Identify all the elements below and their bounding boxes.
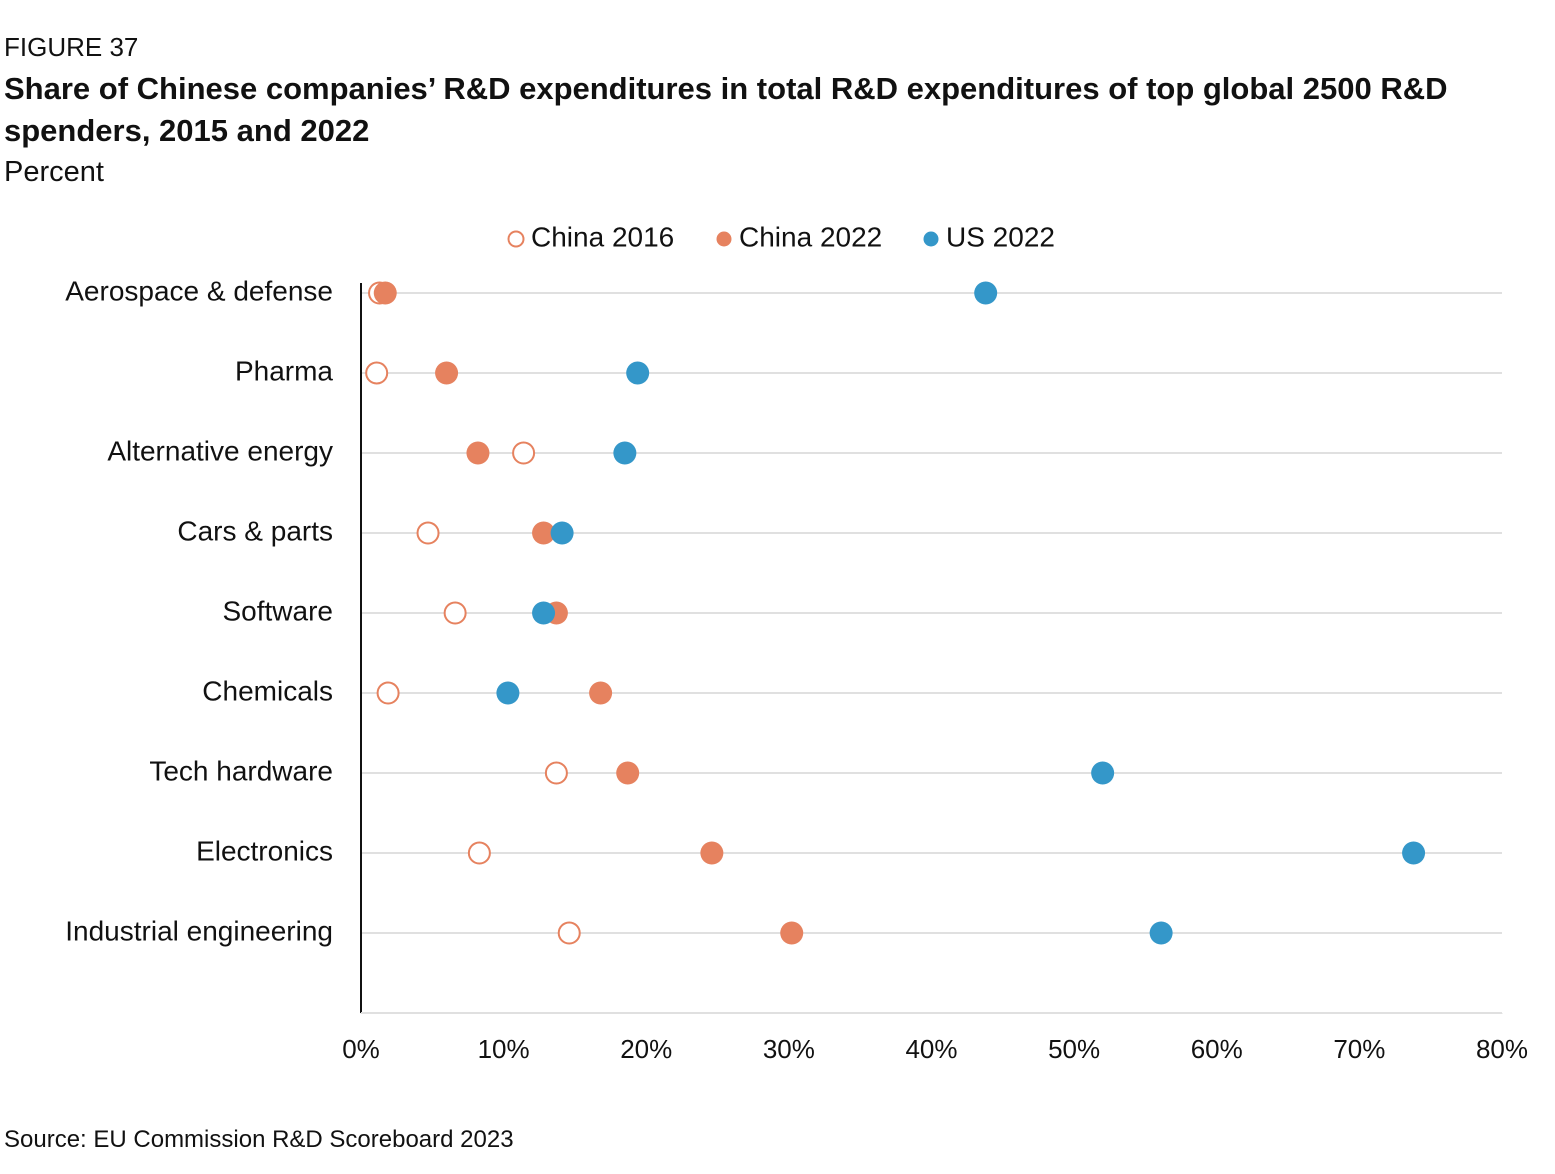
- data-point: [1149, 921, 1173, 945]
- y-tick-label: Chemicals: [202, 675, 333, 706]
- y-tick-label: Tech hardware: [149, 755, 333, 786]
- x-tick-label: 0%: [342, 1034, 380, 1064]
- x-tick-label: 10%: [478, 1034, 530, 1064]
- data-point: [532, 601, 556, 625]
- chart-subtitle: Percent: [4, 156, 104, 188]
- data-point: [780, 921, 804, 945]
- y-tick-label: Cars & parts: [177, 515, 333, 546]
- data-point: [512, 441, 536, 465]
- data-point: [365, 361, 389, 385]
- data-point: [550, 521, 574, 545]
- data-point: [616, 761, 640, 785]
- data-point: [435, 361, 459, 385]
- legend-marker: [923, 231, 939, 247]
- x-tick-label: 80%: [1476, 1034, 1528, 1064]
- data-point: [376, 681, 400, 705]
- chart-title: Share of Chinese companies’ R&D expendit…: [4, 71, 1448, 148]
- data-point: [974, 281, 998, 305]
- y-tick-label: Aerospace & defense: [65, 275, 333, 306]
- data-point: [589, 681, 613, 705]
- legend-marker: [507, 230, 525, 248]
- y-tick-label: Industrial engineering: [65, 915, 333, 946]
- source-note: Source: EU Commission R&D Scoreboard 202…: [4, 1126, 514, 1153]
- figure-label: FIGURE 37: [4, 32, 139, 62]
- data-point: [1402, 841, 1426, 865]
- legend-marker: [716, 231, 732, 247]
- data-point: [613, 441, 637, 465]
- x-tick-label: 70%: [1333, 1034, 1385, 1064]
- data-point: [466, 441, 490, 465]
- data-point: [626, 361, 650, 385]
- data-point: [1091, 761, 1115, 785]
- x-tick-label: 30%: [763, 1034, 815, 1064]
- data-point: [373, 281, 397, 305]
- x-tick-label: 40%: [905, 1034, 957, 1064]
- x-tick-label: 20%: [620, 1034, 672, 1064]
- data-point: [700, 841, 724, 865]
- data-point: [416, 521, 440, 545]
- x-tick-label: 50%: [1048, 1034, 1100, 1064]
- legend-label: China 2022: [739, 221, 882, 252]
- data-point: [443, 601, 467, 625]
- y-tick-label: Alternative energy: [107, 435, 333, 466]
- x-tick-label: 60%: [1191, 1034, 1243, 1064]
- data-point: [467, 841, 491, 865]
- legend-label: China 2016: [531, 221, 674, 252]
- y-tick-label: Pharma: [235, 355, 333, 386]
- data-point: [532, 521, 556, 545]
- y-tick-label: Software: [223, 595, 334, 626]
- data-point: [496, 681, 520, 705]
- data-point: [544, 761, 568, 785]
- data-point: [557, 921, 581, 945]
- y-tick-label: Electronics: [196, 835, 333, 866]
- legend-label: US 2022: [946, 221, 1055, 252]
